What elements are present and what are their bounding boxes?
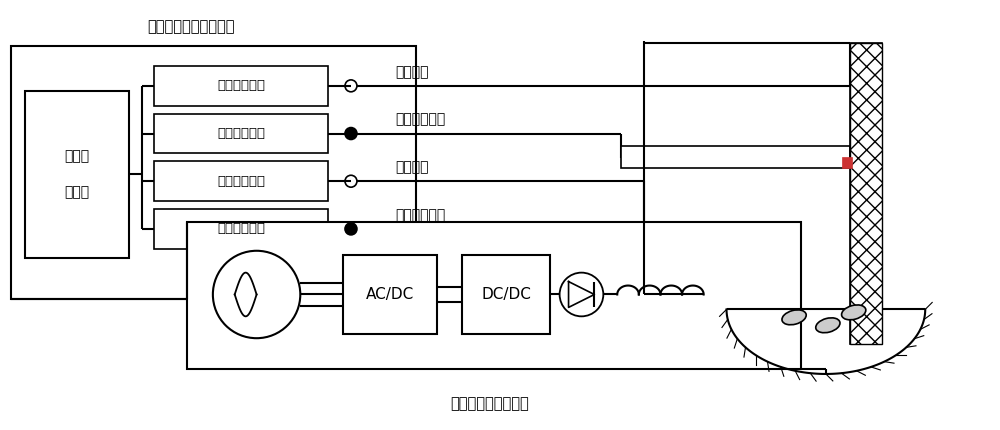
Text: 算模块: 算模块 — [65, 185, 90, 199]
Bar — [842, 157, 852, 168]
Circle shape — [345, 128, 357, 139]
Text: 第一控制模块: 第一控制模块 — [217, 127, 265, 140]
Text: DC/DC: DC/DC — [481, 287, 531, 302]
Bar — [25, 91, 129, 258]
Ellipse shape — [842, 305, 866, 320]
Text: 第一计: 第一计 — [65, 149, 90, 163]
Bar — [154, 209, 328, 249]
Circle shape — [345, 223, 357, 235]
Ellipse shape — [816, 318, 840, 333]
Bar — [187, 222, 801, 369]
Text: 起弧电压参数测试装置: 起弧电压参数测试装置 — [147, 19, 235, 34]
Bar — [11, 46, 416, 299]
Bar — [154, 114, 328, 154]
Bar — [462, 255, 550, 334]
Text: 压力信号: 压力信号 — [395, 65, 429, 79]
Bar — [154, 66, 328, 106]
Text: 电压控制信号: 电压控制信号 — [395, 208, 445, 222]
Bar — [850, 43, 882, 344]
Text: 第二控制模块: 第二控制模块 — [217, 222, 265, 235]
Text: AC/DC: AC/DC — [366, 287, 414, 302]
Text: 直流电弧炉供电装置: 直流电弧炉供电装置 — [451, 396, 529, 411]
Bar — [343, 255, 437, 334]
Text: 电极控制信号: 电极控制信号 — [395, 113, 445, 126]
Text: 第二检测模块: 第二检测模块 — [217, 175, 265, 188]
Text: 电流信号: 电流信号 — [395, 160, 429, 174]
Text: 第一检测模块: 第一检测模块 — [217, 80, 265, 92]
Bar — [850, 43, 882, 344]
Bar — [154, 161, 328, 201]
Bar — [621, 147, 850, 168]
Ellipse shape — [782, 310, 806, 325]
